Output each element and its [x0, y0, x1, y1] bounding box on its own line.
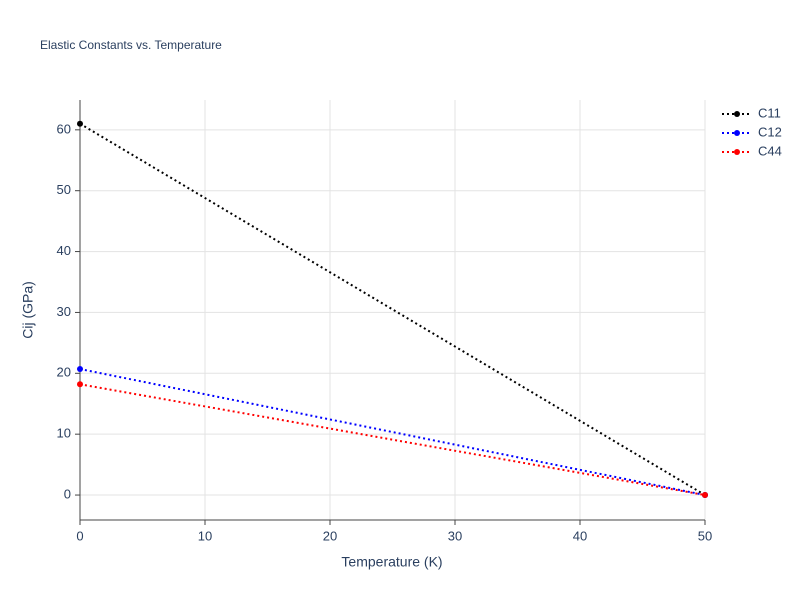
legend-label: C44: [758, 143, 782, 158]
x-axis-label: Temperature (K): [341, 554, 442, 570]
chart-title: Elastic Constants vs. Temperature: [40, 38, 222, 52]
legend-marker: [734, 149, 740, 155]
x-tick-label: 30: [448, 528, 462, 543]
point: [77, 120, 83, 127]
y-tick-label: 60: [57, 121, 71, 136]
y-tick-label: 20: [57, 365, 71, 380]
series-line: [79, 122, 706, 496]
y-axis-label: Cij (GPa): [20, 281, 36, 339]
y-tick-label: 0: [64, 486, 71, 501]
y-tick-label: 50: [57, 182, 71, 197]
legend-marker: [734, 130, 740, 136]
x-tick-label: 10: [198, 528, 212, 543]
x-tick-label: 50: [698, 528, 712, 543]
y-tick-label: 10: [57, 426, 71, 441]
x-tick-label: 20: [323, 528, 337, 543]
x-tick-label: 0: [76, 528, 83, 543]
point: [702, 492, 708, 499]
y-tick-label: 30: [57, 304, 71, 319]
point: [77, 366, 83, 373]
point: [77, 381, 83, 388]
legend-label: C12: [758, 124, 782, 139]
y-tick-label: 40: [57, 243, 71, 258]
legend-marker: [734, 111, 740, 117]
series-line: [79, 368, 706, 497]
x-tick-label: 40: [573, 528, 587, 543]
legend-label: C11: [758, 105, 781, 120]
series-line: [79, 383, 706, 497]
